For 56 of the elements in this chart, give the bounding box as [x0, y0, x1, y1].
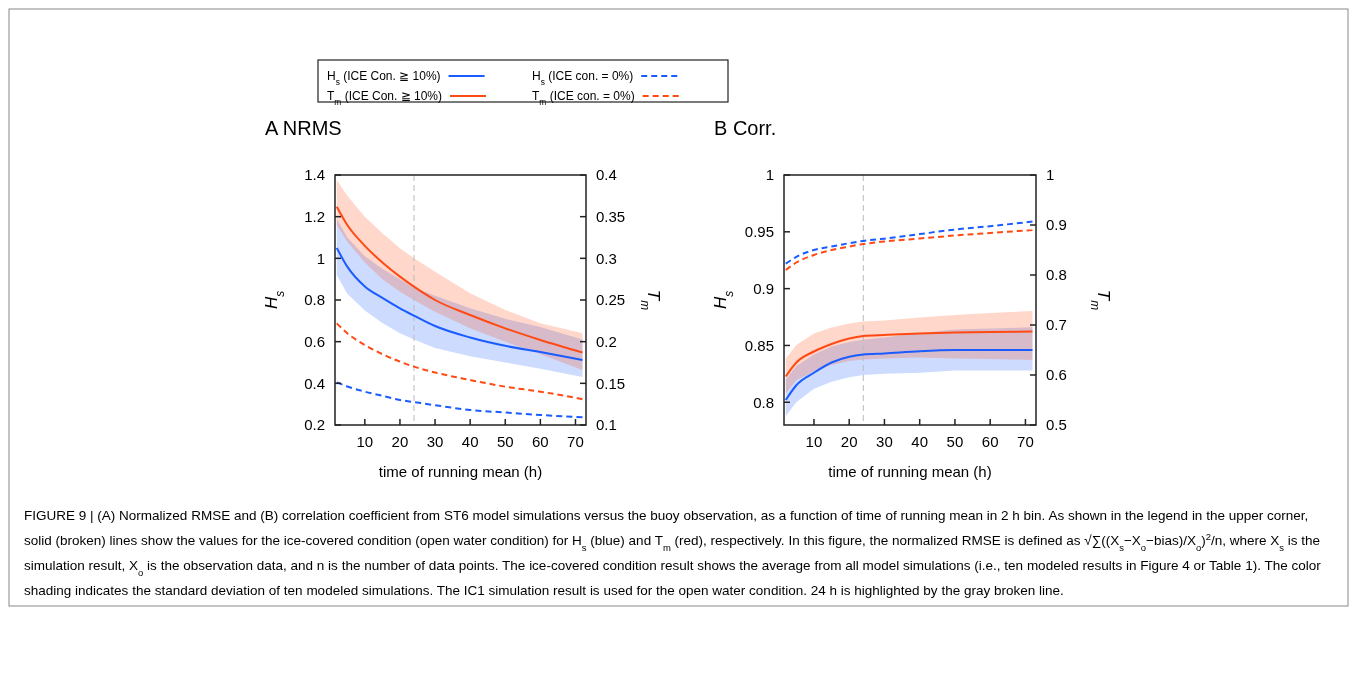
legend-label: T$_{m}$ (ICE con. = 0%): [532, 89, 635, 108]
line-series: [784, 229, 1034, 271]
line-series: [335, 322, 584, 401]
x-tick-label: 40: [461, 433, 479, 450]
y2-tick-label: 0.9: [1046, 216, 1067, 234]
y2-tick-label: 0.4: [596, 166, 617, 184]
x-tick-label: 10: [805, 433, 823, 450]
y-tick-label: 0.85: [744, 336, 774, 354]
y-tick-label: 0.4: [304, 374, 325, 392]
chart-title: B Corr.: [714, 117, 777, 139]
x-tick-label: 30: [876, 433, 893, 450]
text: FIGURE 9 | (A) Normalized RMSE and (B) correlation coefficient from ST6 model simulations versus the buoy observation, as a function of time of running mean in 2 h bin. As shown in the legend in the upper corner, solid (broken) lines show the values for the ice-covered condition (open water condition) for H$_{s}$ (blue) and T$_{m}$ (red), respectively. In this figure, the normalized RMSE is defined as √∑((X$_{s}$−X$_{o}$−bias)/X$_{o}$)$^{2}$/n, where X$_{s}$ is the simulation result, X$_{o}$ is the observation data, and n is the number of data points. The ice-covered condition result shows the average from all model simulations (i.e., ten modeled results in Figure 4 or Table 1). The color shading indicates the standard deviation of ten modeled simulations. The IC1 simulation result is used for the open water condition. 24 h is highlighted by the gray broken line.: [24, 508, 1321, 598]
legend-label: H$_{s}$ (ICE con. = 0%): [532, 69, 634, 88]
y2-tick-label: 0.7: [1046, 316, 1067, 334]
x-tick-label: 40: [911, 433, 929, 450]
x-tick-label: 60: [981, 433, 999, 450]
chart-title: A NRMS: [265, 117, 342, 139]
x-tick-label: 70: [567, 433, 584, 450]
y-tick-label: 1.2: [304, 207, 325, 225]
y-tick-label: 1.4: [304, 166, 325, 184]
y-tick-label: 0.8: [753, 393, 774, 411]
line-series: [335, 381, 584, 419]
x-tick-label: 20: [391, 433, 409, 450]
y2-tick-label: 0.6: [1046, 366, 1067, 384]
y-tick-label: 1: [316, 249, 325, 267]
x-axis-title: time of running mean (h): [378, 463, 543, 480]
y-tick-label: 0.2: [304, 416, 325, 434]
y2-tick-label: 0.3: [596, 249, 617, 267]
line-series: [784, 220, 1034, 265]
y2-tick-label: 0.25: [596, 291, 626, 309]
y2-tick-label: 0.35: [596, 207, 626, 225]
legend-label: H$_{s}$ (ICE Con. ≧ 10%): [327, 69, 441, 88]
x-tick-label: 60: [532, 433, 549, 450]
legend-label: T$_{m}$ (ICE Con. ≧ 10%): [327, 89, 443, 108]
line-series: [784, 330, 1034, 378]
y-tick-label: 1: [765, 166, 774, 184]
line-series: [335, 246, 584, 361]
x-axis-title: time of running mean (h): [828, 463, 992, 480]
line-series: [784, 349, 1034, 401]
y2-tick-label: 0.1: [596, 416, 617, 434]
x-tick-label: 70: [1017, 433, 1034, 450]
y-tick-label: 0.6: [304, 332, 325, 350]
y-tick-label: 0.8: [304, 291, 325, 309]
y2-tick-label: 0.15: [596, 374, 626, 392]
x-tick-label: 20: [840, 433, 858, 450]
y2-tick-label: 1: [1046, 166, 1055, 184]
line-series: [335, 205, 584, 354]
x-tick-label: 30: [426, 433, 444, 450]
y2-tick-label: 0.8: [1046, 266, 1067, 284]
x-tick-label: 50: [496, 433, 514, 450]
x-tick-label: 50: [946, 433, 964, 450]
y2-tick-label: 0.2: [596, 332, 617, 350]
x-tick-label: 10: [356, 433, 374, 450]
y-tick-label: 0.9: [753, 279, 774, 297]
y-tick-label: 0.95: [744, 223, 774, 241]
y2-tick-label: 0.5: [1046, 416, 1067, 434]
